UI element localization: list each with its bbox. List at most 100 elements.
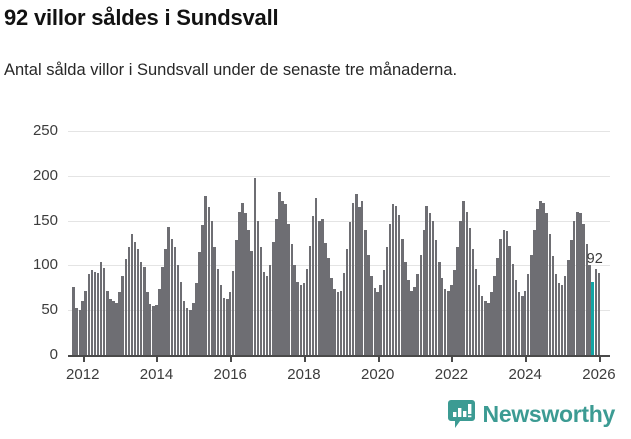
bar: [195, 283, 198, 355]
bar: [189, 310, 192, 355]
bar: [281, 200, 284, 355]
bar: [247, 229, 250, 355]
bar: [588, 265, 591, 355]
bar: [493, 276, 496, 355]
bar: [545, 213, 548, 355]
bar: [480, 295, 484, 355]
x-axis-tick-label: 2016: [213, 366, 247, 383]
x-axis-tick-label: 2014: [139, 366, 174, 383]
bar: [87, 274, 91, 355]
bar: [339, 290, 343, 355]
bar: [453, 269, 456, 355]
bar: [397, 215, 401, 355]
bar: [253, 177, 257, 355]
bar: [440, 277, 444, 355]
bar: [259, 247, 263, 355]
y-axis-tick-label: 100: [32, 256, 58, 274]
bar: [487, 303, 490, 355]
bar: [456, 247, 459, 355]
bar: [143, 267, 146, 355]
bar: [404, 261, 407, 355]
bar: [115, 303, 118, 355]
bar: [496, 258, 499, 355]
logo-wordmark: Newsworthy: [482, 401, 616, 427]
bar: [579, 213, 582, 355]
bar: [533, 229, 536, 355]
bar: [542, 202, 545, 355]
bar: [373, 287, 377, 355]
bar: [244, 213, 247, 355]
bar: [514, 279, 518, 355]
bar: [345, 249, 349, 355]
bar: [465, 211, 469, 355]
bar: [523, 290, 527, 355]
gridline: [68, 265, 610, 267]
bar: [382, 269, 386, 355]
bar: [155, 304, 158, 355]
page-title: 92 villor såldes i Sundsvall: [4, 5, 279, 30]
bar: [226, 299, 229, 355]
bar: [333, 288, 336, 355]
bar: [311, 216, 315, 355]
bar: [462, 200, 465, 355]
newsworthy-logo[interactable]: Newsworthy: [447, 400, 616, 429]
bar: [192, 303, 195, 355]
chart-subtitle: Antal sålda villor i Sundsvall under de …: [4, 61, 458, 79]
bar: [314, 198, 318, 355]
bar: [318, 220, 321, 355]
bar: [179, 281, 183, 355]
bar: [99, 261, 103, 355]
bar: [148, 303, 152, 355]
bar: [72, 286, 75, 355]
bar: [139, 261, 143, 355]
bar: [385, 247, 389, 355]
bar: [219, 285, 223, 355]
bar: [164, 249, 167, 355]
bar: [563, 276, 567, 355]
bar: [388, 224, 392, 355]
bar: [278, 191, 281, 355]
bar: [238, 211, 241, 355]
bar: [124, 259, 128, 355]
bar: [391, 204, 395, 355]
bar: [336, 292, 340, 355]
bar: [471, 249, 475, 355]
bar: [265, 276, 269, 355]
bar: [330, 277, 333, 355]
bar: [517, 292, 521, 355]
bar: [367, 254, 370, 355]
gridline: [68, 175, 610, 177]
bar: [351, 202, 355, 355]
bar: [152, 305, 155, 355]
bar: [508, 245, 511, 355]
bar: [201, 225, 204, 355]
bar: [557, 283, 561, 355]
x-axis-tick: [377, 355, 380, 362]
bar: [302, 283, 306, 355]
bar: [284, 204, 287, 355]
bar: [118, 292, 121, 355]
bar: [324, 243, 327, 355]
bar: [370, 276, 373, 355]
bar: [447, 290, 450, 355]
bar: [158, 288, 161, 355]
x-axis-tick-label: 2022: [434, 366, 469, 383]
bar: [526, 274, 530, 355]
bar: [290, 243, 294, 355]
bar: [235, 240, 238, 355]
bar: [228, 292, 232, 355]
bar: [133, 242, 137, 355]
bar-series: [68, 131, 610, 355]
bar: [112, 301, 115, 355]
x-axis-tick: [451, 355, 454, 362]
y-axis-tick-label: 200: [32, 166, 58, 184]
bar: [241, 202, 244, 355]
bar: [78, 310, 82, 355]
bar: [84, 290, 87, 355]
bar: [256, 220, 260, 355]
bar: [438, 261, 441, 355]
bar: [275, 218, 278, 355]
bar: [539, 200, 542, 355]
gridline: [68, 131, 610, 132]
bar: [505, 231, 509, 355]
